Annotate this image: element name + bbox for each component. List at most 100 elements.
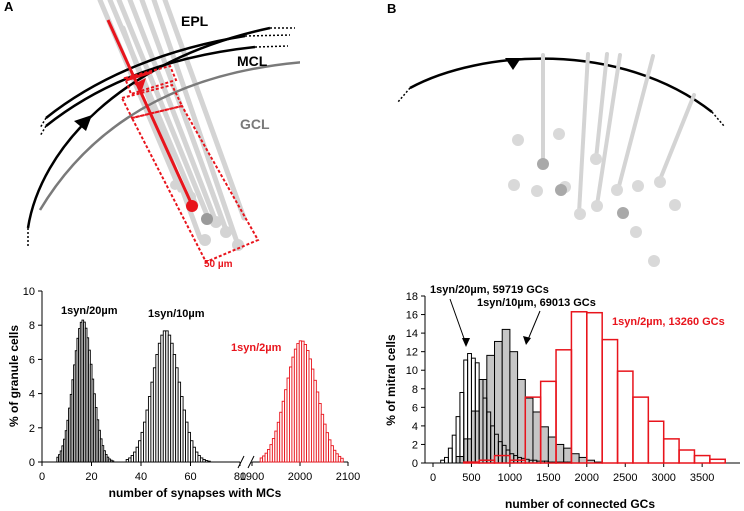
- chart-a-xtick-label: 60: [184, 471, 196, 483]
- chart-a-ytick-label: 8: [29, 320, 35, 332]
- mcl-arc-left-end: [397, 87, 411, 103]
- chart-b-bar: [532, 411, 542, 464]
- granule-dendrites-b: [541, 52, 696, 215]
- chart-b-ytick-label: 12: [406, 347, 418, 359]
- chart-b-ytick-label: 4: [412, 421, 418, 433]
- chart-a-bar: [111, 460, 115, 463]
- mitral-cell: [106, 19, 198, 212]
- chart-b-bar: [570, 311, 588, 464]
- chart-b-bar: [563, 447, 572, 464]
- chart-b-ytick-label: 0: [412, 458, 418, 470]
- chart-b-bar: [678, 449, 696, 464]
- chart-b-x-label: number of connected GCs: [505, 497, 655, 511]
- panel-b-letter: B: [387, 1, 396, 16]
- mcl-arc: [409, 57, 713, 113]
- chart-b-xtick-label: 3500: [690, 472, 714, 484]
- chart-a-xtick-label: 80: [234, 471, 246, 483]
- chart-a-xtick-label: 40: [135, 471, 147, 483]
- chart-a-y-label: % of granule cells: [7, 325, 21, 427]
- chart-b-bar: [459, 391, 465, 464]
- chart-b-bar: [709, 458, 726, 464]
- mitral-soma-triangle-b: [505, 58, 521, 70]
- chart-b-xtick-label: 1500: [536, 472, 560, 484]
- chart-b-bar: [578, 456, 588, 464]
- mcl-arc-right-end: [711, 111, 725, 127]
- chart-a-label-1syn-20um: 1syn/20µm: [61, 305, 118, 317]
- granule-somata-b: [508, 128, 681, 267]
- chart-a-ytick-label: 10: [23, 286, 35, 298]
- chart-b-bar: [493, 454, 511, 464]
- chart-b-label-1syn-20um: 1syn/20µm, 59719 GCs: [430, 284, 549, 296]
- granule-dendrites: [97, 0, 247, 248]
- chart-a-xtick-label: 0: [39, 471, 45, 483]
- chart-a-label-1syn-10um: 1syn/10µm: [148, 308, 205, 320]
- chart-a-xtick-label: 2100: [336, 471, 360, 483]
- chart-b-bar: [509, 351, 519, 464]
- chart-b-bar: [662, 438, 680, 464]
- chart-b-ytick-label: 16: [406, 310, 418, 322]
- granule-soma-dark: [201, 213, 213, 225]
- chart-b-xtick-label: 3000: [651, 472, 675, 484]
- chart-a-x-label: number of synapses with MCs: [109, 486, 282, 500]
- chart-b-bar: [447, 447, 453, 464]
- chart-a-xtick-label: 1900: [240, 471, 264, 483]
- arrow-head-1syn-10um: [523, 336, 531, 345]
- gcl-line: [38, 61, 300, 211]
- chart-b-bar: [601, 338, 619, 464]
- axis-break: [237, 455, 255, 469]
- chart-b-label-1syn-2um: 1syn/2µm, 13260 GCs: [612, 316, 725, 328]
- chart-mitral-cells: 0 2 4 6 8 10 12 14 16 18 0 500 1000 1500 2000 2500 3000…: [384, 284, 740, 511]
- chart-b-ytick-label: 2: [412, 439, 418, 451]
- chart-b-bar: [586, 311, 603, 464]
- chart-a-series-0: [56, 319, 115, 463]
- chart-b-bar: [647, 420, 665, 464]
- chart-b-series-2: [463, 311, 726, 464]
- chart-a-bar: [207, 460, 211, 463]
- layer-label-epl: EPL: [181, 13, 209, 29]
- chart-a-label-1syn-2um: 1syn/2µm: [231, 342, 282, 354]
- granule-somata-b-dark: [537, 158, 629, 219]
- chart-b-bar: [451, 434, 457, 464]
- chart-b-bar: [540, 426, 549, 464]
- chart-b-bar: [570, 453, 580, 464]
- chart-b-bar: [440, 459, 446, 464]
- chart-b-series-1: [455, 328, 603, 464]
- scale-bar-label: 50 µm: [204, 259, 233, 270]
- chart-b-label-arrows: [449, 298, 541, 345]
- chart-b-bar: [517, 379, 526, 464]
- chart-b-bar: [547, 436, 557, 464]
- synapse-region-boxes: [120, 64, 260, 264]
- chart-b-ytick-label: 18: [406, 291, 418, 303]
- chart-b-bar: [501, 328, 511, 464]
- chart-a-series-1: [125, 330, 211, 463]
- chart-b-bar: [616, 370, 634, 464]
- mitral-soma-triangle: [74, 115, 92, 131]
- chart-a-ytick-label: 0: [29, 457, 35, 469]
- chart-b-xtick-label: 500: [462, 472, 480, 484]
- layer-line-ends: [27, 27, 295, 248]
- chart-b-bar: [463, 461, 480, 464]
- chart-a-series-2: [259, 340, 344, 463]
- chart-a-xtick-label: 2000: [288, 471, 312, 483]
- chart-b-label-1syn-10um: 1syn/10µm, 69013 GCs: [477, 297, 596, 309]
- chart-b-bar: [693, 454, 711, 464]
- schematic-b: [397, 52, 725, 267]
- chart-b-xtick-label: 2500: [613, 472, 637, 484]
- chart-b-ytick-label: 14: [406, 328, 418, 340]
- chart-b-bar: [632, 396, 650, 464]
- chart-a-ytick-label: 6: [29, 354, 35, 366]
- chart-b-xtick-label: 1000: [498, 472, 522, 484]
- chart-a-ytick-label: 2: [29, 423, 35, 435]
- layer-label-mcl: MCL: [237, 53, 268, 69]
- chart-b-ytick-label: 10: [406, 365, 418, 377]
- chart-a-bar: [340, 457, 344, 463]
- chart-b-bar: [555, 443, 565, 464]
- chart-b-xtick-label: 0: [430, 472, 436, 484]
- layer-label-gcl: GCL: [240, 116, 270, 132]
- schematic-a: 50 µm EPL MCL GCL: [26, 0, 300, 270]
- chart-a-xtick-label: 20: [85, 471, 97, 483]
- chart-b-bar: [444, 456, 449, 464]
- chart-b-ytick-label: 6: [412, 402, 418, 414]
